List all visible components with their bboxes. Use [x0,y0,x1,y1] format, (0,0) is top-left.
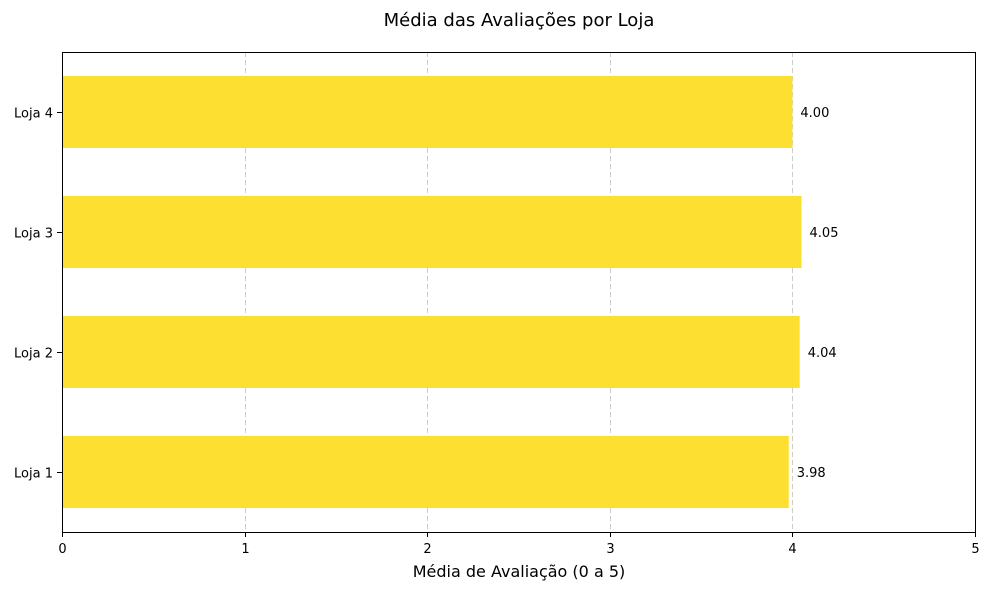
y-tick-label: Loja 4 [14,107,53,122]
value-labels: 3.98 4.04 4.05 4.00 [797,106,839,481]
bar [62,316,800,388]
bar [62,196,802,268]
x-tick-label: 4 [788,542,796,557]
value-label: 3.98 [797,466,826,481]
x-tick-label: 5 [971,542,979,557]
value-label: 4.05 [810,226,839,241]
y-tick-label: Loja 1 [14,467,53,482]
y-axis-ticks: Loja 1 Loja 2 Loja 3 Loja 4 [14,107,62,482]
x-axis-label: Média de Avaliação (0 a 5) [413,562,626,581]
y-tick-label: Loja 2 [14,347,53,362]
x-tick-label: 1 [241,542,249,557]
bars [62,76,802,508]
value-label: 4.00 [800,106,829,121]
plot-frame [62,52,976,533]
x-tick-label: 2 [423,542,431,557]
x-axis-ticks: 0 1 2 3 4 5 [58,532,980,557]
y-tick-label: Loja 3 [14,227,53,242]
bar [62,76,793,148]
bar [62,436,789,508]
value-label: 4.04 [808,346,837,361]
x-tick-label: 3 [606,542,614,557]
chart-title: Média das Avaliações por Loja [384,10,655,31]
x-tick-label: 0 [58,542,66,557]
